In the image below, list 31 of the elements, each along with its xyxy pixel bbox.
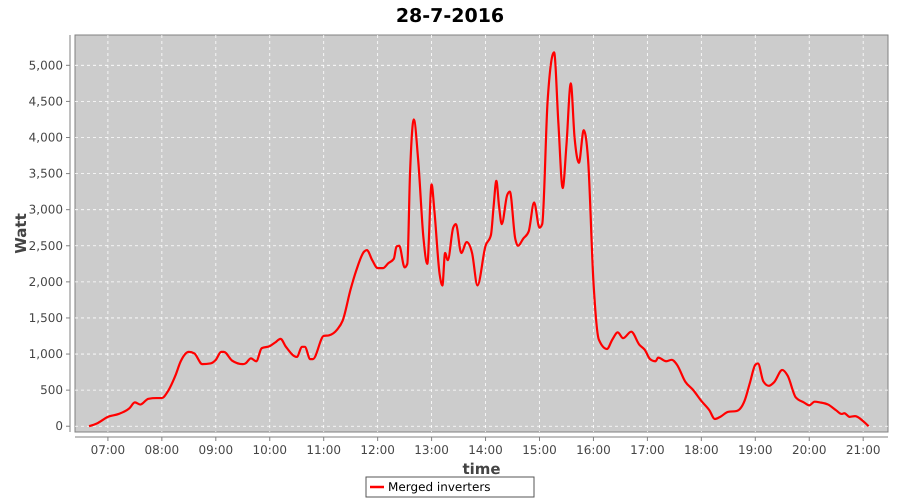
x-tick-label: 17:00: [630, 443, 665, 457]
y-tick-label: 2,500: [28, 238, 63, 253]
y-tick-label: 4,000: [28, 130, 63, 144]
line-series: [88, 51, 870, 428]
x-tick-label: 15:00: [522, 443, 557, 457]
x-axis-title: time: [462, 460, 501, 478]
x-tick-label: 18:00: [684, 443, 719, 457]
y-axis-title: Watt: [12, 213, 30, 254]
y-tick-label: 0: [55, 419, 63, 434]
x-tick-label: 19:00: [738, 443, 773, 457]
y-tick-label: 3,000: [28, 202, 63, 217]
legend-label: Merged inverters: [388, 480, 491, 494]
y-tick-label: 5,000: [28, 58, 63, 72]
x-tick-label: 14:00: [468, 443, 503, 457]
y-tick-label: 3,500: [28, 166, 63, 181]
x-tick-label: 10:00: [252, 443, 288, 457]
x-tick-label: 16:00: [576, 443, 611, 457]
x-tick-label: 12:00: [360, 443, 395, 457]
x-tick-label: 07:00: [90, 443, 126, 457]
x-tick-label: 08:00: [144, 443, 180, 457]
y-tick-label: 2,000: [28, 274, 63, 289]
x-tick-label: 20:00: [792, 443, 827, 457]
y-tick-label: 500: [40, 383, 63, 398]
y-tick-label: 1,000: [28, 347, 63, 362]
x-tick-label: 11:00: [306, 443, 341, 457]
x-tick-label: 13:00: [414, 443, 449, 457]
y-tick-label: 4,500: [28, 94, 63, 108]
x-tick-label: 21:00: [846, 443, 880, 457]
x-tick-label: 09:00: [198, 443, 234, 457]
y-tick-label: 1,500: [28, 310, 63, 325]
chart-title: 28-7-2016: [396, 5, 504, 27]
